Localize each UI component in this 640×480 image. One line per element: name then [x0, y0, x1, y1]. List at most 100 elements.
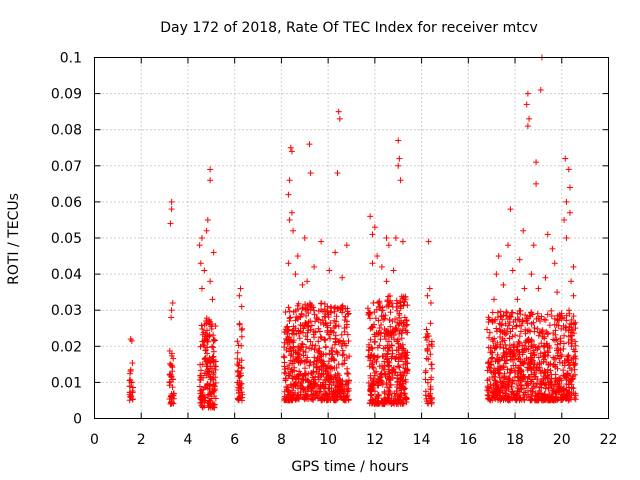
data-point: [206, 331, 213, 338]
data-point: [169, 384, 176, 391]
data-point: [560, 367, 567, 374]
data-point: [295, 328, 302, 335]
data-point: [197, 343, 204, 350]
data-point: [368, 386, 375, 393]
data-point: [203, 363, 210, 370]
data-point: [517, 358, 524, 365]
data-point: [290, 344, 297, 351]
data-point: [286, 362, 293, 369]
data-point: [299, 305, 306, 312]
data-point: [486, 376, 493, 383]
data-point: [501, 350, 508, 357]
data-point: [544, 372, 551, 379]
data-point: [327, 303, 334, 310]
data-point: [235, 373, 242, 380]
data-point: [128, 392, 135, 399]
data-point: [295, 392, 302, 399]
data-point: [282, 395, 289, 402]
data-point: [385, 301, 392, 308]
data-point: [333, 313, 340, 320]
data-point: [206, 403, 213, 410]
data-point: [208, 395, 215, 402]
data-point: [210, 344, 217, 351]
data-point: [168, 307, 175, 314]
data-point: [391, 400, 398, 407]
data-point: [338, 388, 345, 395]
data-point: [565, 333, 572, 340]
data-point: [286, 317, 293, 324]
data-point: [554, 341, 561, 348]
data-point: [514, 296, 521, 303]
data-point: [503, 308, 510, 315]
data-point: [311, 311, 318, 318]
data-point: [319, 394, 326, 401]
data-point: [201, 321, 208, 328]
data-point: [373, 368, 380, 375]
y-tick-labels: 0 0.01 0.02 0.03 0.04 0.05 0.06 0.07 0.08 0.09 0.1: [51, 51, 82, 428]
data-point: [327, 320, 334, 327]
data-point: [238, 303, 245, 310]
data-point: [388, 355, 395, 362]
data-point: [368, 344, 375, 351]
data-point: [558, 325, 565, 332]
data-point: [297, 360, 304, 367]
data-point: [285, 326, 292, 333]
data-point: [397, 177, 404, 184]
data-point: [385, 366, 392, 373]
data-point: [197, 361, 204, 368]
data-point: [292, 317, 299, 324]
data-point: [386, 316, 393, 323]
data-point: [509, 333, 516, 340]
data-point: [563, 381, 570, 388]
data-point: [282, 375, 289, 382]
data-point: [528, 309, 535, 316]
data-point: [287, 352, 294, 359]
data-point: [238, 342, 245, 349]
data-point: [425, 393, 432, 400]
data-point: [558, 351, 565, 358]
data-point: [503, 392, 510, 399]
data-point: [315, 308, 322, 315]
data-point: [506, 396, 513, 403]
data-point: [324, 397, 331, 404]
data-point: [288, 209, 295, 216]
data-point: [423, 326, 430, 333]
data-point: [566, 209, 573, 216]
data-point: [328, 328, 335, 335]
data-point: [126, 383, 133, 390]
data-point: [339, 352, 346, 359]
data-point: [322, 351, 329, 358]
data-point: [128, 337, 135, 344]
data-point: [565, 327, 572, 334]
data-point: [378, 370, 385, 377]
data-point: [503, 387, 510, 394]
data-point: [528, 365, 535, 372]
data-point: [529, 354, 536, 361]
data-point: [318, 334, 325, 341]
data-point: [339, 377, 346, 384]
data-point: [333, 378, 340, 385]
data-point: [238, 364, 245, 371]
data-point: [302, 319, 309, 326]
data-point: [521, 285, 528, 292]
data-point: [492, 344, 499, 351]
data-point: [505, 322, 512, 329]
data-point: [299, 341, 306, 348]
data-point: [489, 354, 496, 361]
data-point: [369, 231, 376, 238]
data-point: [399, 326, 406, 333]
data-point: [380, 365, 387, 372]
data-point: [487, 381, 494, 388]
data-point: [286, 308, 293, 315]
data-point: [283, 335, 290, 342]
data-point: [211, 337, 218, 344]
data-point: [234, 355, 241, 362]
data-point: [345, 338, 352, 345]
data-point: [382, 336, 389, 343]
data-point: [283, 347, 290, 354]
data-point: [208, 390, 215, 397]
data-point: [485, 344, 492, 351]
data-point: [396, 393, 403, 400]
data-point: [515, 338, 522, 345]
data-point: [300, 325, 307, 332]
